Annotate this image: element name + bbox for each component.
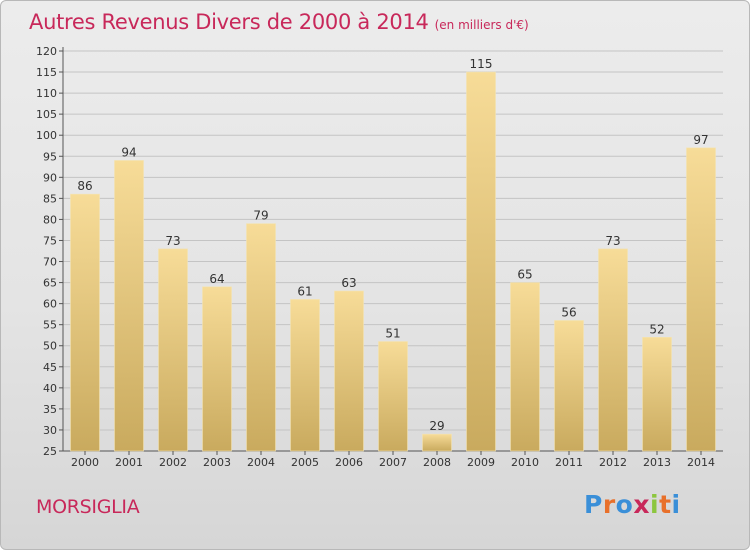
logo-letter: i xyxy=(671,490,681,519)
chart-title-text: Autres Revenus Divers de 2000 à 2014 xyxy=(29,10,429,34)
bar xyxy=(290,299,320,452)
x-tick-label: 2013 xyxy=(643,456,671,469)
y-tick-label: 75 xyxy=(43,234,57,247)
bar xyxy=(70,193,100,452)
data-label: 65 xyxy=(517,268,532,282)
x-tick-label: 2006 xyxy=(335,456,363,469)
bar xyxy=(642,337,672,452)
logo-letter: i xyxy=(650,490,660,519)
data-label: 97 xyxy=(693,133,708,147)
data-label: 64 xyxy=(209,272,224,286)
data-label: 51 xyxy=(385,327,400,341)
logo-letter: x xyxy=(633,490,650,519)
y-tick-label: 95 xyxy=(43,150,57,163)
data-label: 86 xyxy=(77,179,92,193)
location-label: MORSIGLIA xyxy=(36,496,140,518)
y-tick-label: 60 xyxy=(43,298,57,311)
logo-letter: t xyxy=(659,490,672,519)
logo-letter: o xyxy=(615,490,634,519)
bar xyxy=(334,290,364,452)
data-label: 56 xyxy=(561,305,576,319)
y-tick-label: 90 xyxy=(43,171,57,184)
y-tick-label: 50 xyxy=(43,340,57,353)
y-tick-label: 40 xyxy=(43,382,57,395)
x-tick-label: 2009 xyxy=(467,456,495,469)
x-tick-label: 2011 xyxy=(555,456,583,469)
y-tick-label: 85 xyxy=(43,192,57,205)
y-tick-label: 45 xyxy=(43,361,57,374)
y-tick-label: 70 xyxy=(43,256,57,269)
y-tick-label: 120 xyxy=(36,45,57,58)
x-tick-label: 2014 xyxy=(687,456,715,469)
x-tick-label: 2008 xyxy=(423,456,451,469)
y-tick-label: 25 xyxy=(43,445,57,458)
data-label: 94 xyxy=(121,145,136,159)
bar xyxy=(686,147,716,452)
data-label: 63 xyxy=(341,276,356,290)
y-tick-label: 100 xyxy=(36,129,57,142)
x-tick-label: 2002 xyxy=(159,456,187,469)
y-tick-label: 105 xyxy=(36,108,57,121)
proxiti-logo: Proxiti xyxy=(584,490,681,519)
logo-letter: r xyxy=(602,490,616,519)
bar xyxy=(422,433,452,452)
y-tick-label: 55 xyxy=(43,319,57,332)
bar xyxy=(510,282,540,452)
data-label: 29 xyxy=(429,419,444,433)
x-tick-label: 2012 xyxy=(599,456,627,469)
data-label: 73 xyxy=(165,234,180,248)
bar xyxy=(114,160,144,452)
chart-subtitle: (en milliers d'€) xyxy=(434,18,529,32)
x-tick-label: 2001 xyxy=(115,456,143,469)
x-tick-label: 2005 xyxy=(291,456,319,469)
x-tick-label: 2004 xyxy=(247,456,275,469)
bar xyxy=(378,341,408,452)
bar xyxy=(466,71,496,452)
data-label: 79 xyxy=(253,209,268,223)
x-tick-label: 2007 xyxy=(379,456,407,469)
x-tick-label: 2000 xyxy=(71,456,99,469)
y-tick-label: 110 xyxy=(36,87,57,100)
x-tick-label: 2003 xyxy=(203,456,231,469)
data-label: 61 xyxy=(297,284,312,298)
y-tick-label: 80 xyxy=(43,213,57,226)
chart-title: Autres Revenus Divers de 2000 à 2014 (en … xyxy=(29,10,529,34)
bar xyxy=(598,248,628,452)
y-tick-label: 65 xyxy=(43,277,57,290)
data-label: 115 xyxy=(470,57,493,71)
logo-letter: P xyxy=(584,490,603,519)
bar xyxy=(554,320,584,452)
x-tick-label: 2010 xyxy=(511,456,539,469)
y-tick-label: 115 xyxy=(36,66,57,79)
data-label: 73 xyxy=(605,234,620,248)
y-tick-label: 30 xyxy=(43,424,57,437)
y-tick-label: 35 xyxy=(43,403,57,416)
data-label: 52 xyxy=(649,322,664,336)
bar xyxy=(246,223,276,452)
bar xyxy=(158,248,188,452)
bar xyxy=(202,286,232,452)
